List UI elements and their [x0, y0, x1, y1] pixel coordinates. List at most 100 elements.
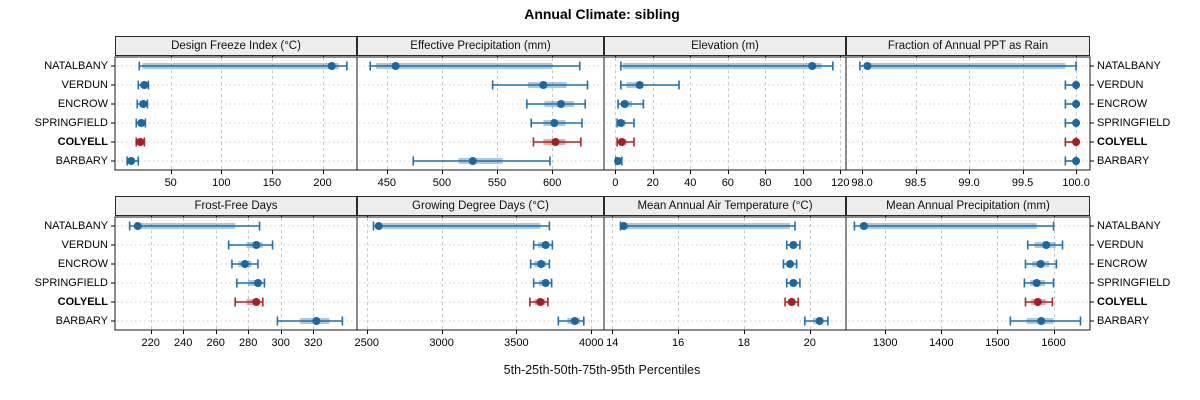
panel-border [114, 56, 358, 171]
median-dot [539, 81, 548, 89]
percentile-bar-colyell [1024, 297, 1054, 307]
tick-label: 1500 [985, 337, 1010, 349]
percentile-bar-barbary [276, 316, 344, 326]
percentile-bar-encrow [231, 259, 259, 269]
percentile-bar-colyell [616, 137, 635, 147]
site-label-left-encrow: ENCROW [57, 98, 108, 110]
panel-border [356, 216, 605, 331]
median-dot [635, 81, 644, 89]
median-dot [541, 241, 550, 249]
panel-frost-free-days [111, 214, 358, 334]
panel-border [603, 56, 847, 171]
percentile-bar-verdun [1064, 80, 1081, 90]
percentile-bar-encrow [526, 99, 587, 109]
panel-strip-design-freeze-index-c-: Design Freeze Index (°C) [115, 36, 357, 56]
tick-label: 450 [377, 177, 396, 189]
median-dot [616, 119, 625, 127]
tick-label: 50 [164, 177, 177, 189]
panel-strip-mean-annual-precipitation-mm-: Mean Annual Precipitation (mm) [846, 196, 1090, 216]
median-dot [551, 138, 560, 146]
percentile-bar-encrow [136, 99, 149, 109]
tick-label: 240 [174, 337, 193, 349]
median-dot [1072, 157, 1081, 165]
percentile-bar-encrow [529, 259, 551, 269]
site-label-right-verdun: VERDUN [1097, 239, 1144, 251]
median-dot [252, 241, 261, 249]
site-label-right-colyell: COLYELL [1097, 136, 1148, 148]
median-dot [863, 62, 872, 70]
panel-border [114, 216, 358, 331]
tick-label: 4000 [579, 337, 604, 349]
site-label-left-natalbany: NATALBANY [44, 60, 108, 72]
panel-border [845, 216, 1091, 331]
median-dot [312, 317, 321, 325]
site-label-right-verdun: VERDUN [1097, 79, 1144, 91]
percentile-bar-natalbany [619, 221, 796, 231]
tick-label: 100 [212, 177, 231, 189]
site-label-right-encrow: ENCROW [1097, 98, 1148, 110]
site-label-left-colyell: COLYELL [57, 136, 108, 148]
site-label-right-natalbany: NATALBANY [1097, 60, 1161, 72]
median-dot [570, 317, 579, 325]
site-label-right-barbary: BARBARY [1097, 315, 1150, 327]
percentile-bar-natalbany [369, 61, 581, 71]
median-dot [859, 222, 868, 230]
tick-label: 20 [646, 177, 659, 189]
median-dot [619, 222, 628, 230]
site-label-right-springfield: SPRINGFIELD [1097, 117, 1171, 129]
tick-label: 16 [671, 337, 685, 349]
chart-title: Annual Climate: sibling [524, 6, 680, 22]
percentile-bar-colyell [784, 297, 800, 307]
panel-border [603, 216, 847, 331]
median-dot [789, 241, 798, 249]
percentile-bar-barbary [1009, 316, 1082, 326]
percentile-bar-barbary [557, 316, 585, 326]
percentile-bar-natalbany [372, 221, 551, 231]
percentile-bar-colyell [135, 137, 146, 147]
tick-label: 20 [803, 337, 816, 349]
panel-effective-precipitation-mm- [356, 54, 605, 174]
panel-border [845, 56, 1091, 171]
percentile-bar-springfield [1064, 118, 1081, 128]
percentile-bar-barbary [126, 156, 140, 166]
tick-label: 2500 [354, 337, 379, 349]
median-dot [391, 62, 400, 70]
panel-mean-annual-air-temperature-c- [603, 214, 847, 334]
tick-label: 200 [313, 177, 332, 189]
tick-label: 18 [737, 337, 751, 349]
site-label-left-natalbany: NATALBANY [44, 220, 108, 232]
tick-label: 280 [238, 337, 258, 349]
panel-border [356, 56, 605, 171]
site-label-right-colyell: COLYELL [1097, 296, 1148, 308]
median-dot [541, 279, 550, 287]
percentile-bar-verdun [137, 80, 150, 90]
median-dot [620, 100, 629, 108]
site-label-left-springfield: SPRINGFIELD [34, 117, 108, 129]
tick-label: 120 [831, 177, 850, 189]
tick-label: 320 [303, 337, 323, 349]
percentile-bar-verdun [785, 240, 801, 250]
percentile-bar-barbary [614, 156, 623, 166]
tick-label: 600 [542, 177, 562, 189]
tick-label: 260 [206, 337, 225, 349]
median-dot [139, 100, 148, 108]
tick-label: 1400 [929, 337, 954, 349]
panel-strip-frost-free-days: Frost-Free Days [115, 196, 357, 216]
percentile-bar-colyell [1064, 137, 1081, 147]
percentile-bar-natalbany [620, 61, 834, 71]
percentile-bar-encrow [782, 259, 798, 269]
panel-growing-degree-days-c- [356, 214, 605, 334]
tick-label: 1600 [1041, 337, 1066, 349]
median-dot [140, 81, 149, 89]
median-dot [468, 157, 477, 165]
percentile-bar-colyell [532, 137, 582, 147]
site-label-left-barbary: BARBARY [55, 315, 108, 327]
median-dot [1072, 100, 1081, 108]
panel-strip-elevation-m-: Elevation (m) [604, 36, 846, 56]
x-axis-caption: 5th-25th-50th-75th-95th Percentiles [503, 363, 701, 377]
tick-label: 60 [721, 177, 734, 189]
median-dot [556, 100, 565, 108]
percentile-bar-verdun [1026, 240, 1064, 250]
